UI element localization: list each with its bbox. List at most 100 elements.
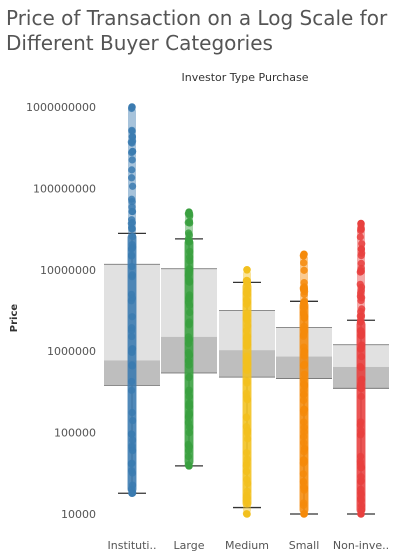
- data-point-max: [243, 266, 251, 274]
- data-point: [243, 487, 251, 495]
- data-point: [186, 247, 194, 256]
- data-point: [127, 460, 135, 468]
- x-category-label: Medium: [225, 539, 269, 552]
- data-point: [243, 429, 251, 437]
- data-point-max: [128, 103, 136, 111]
- data-point: [128, 262, 136, 271]
- data-point: [299, 362, 308, 370]
- data-point: [299, 456, 308, 464]
- data-point: [185, 373, 193, 382]
- data-point: [300, 279, 308, 287]
- y-tick-label: 100000: [54, 427, 96, 440]
- data-point: [357, 418, 365, 426]
- data-point: [186, 402, 194, 411]
- data-point: [300, 259, 308, 267]
- data-point: [357, 330, 365, 338]
- data-point: [186, 257, 194, 265]
- data-point: [184, 357, 192, 365]
- data-point: [185, 231, 193, 239]
- x-category-label: Non-inve..: [333, 539, 389, 552]
- data-point: [356, 318, 365, 326]
- data-point-min: [357, 510, 365, 518]
- data-point: [129, 416, 137, 425]
- data-point-min: [243, 510, 251, 518]
- chart-title: Price of Transaction on a Log Scale for …: [6, 6, 388, 55]
- y-tick-label: 100000000: [33, 182, 96, 195]
- data-point: [356, 362, 364, 371]
- data-point: [127, 386, 136, 394]
- data-point: [185, 336, 193, 344]
- data-point: [300, 266, 308, 274]
- data-point: [300, 405, 308, 413]
- data-point: [185, 429, 193, 437]
- data-point: [299, 470, 307, 478]
- data-point: [185, 351, 193, 359]
- data-point: [357, 490, 365, 499]
- data-point: [357, 312, 366, 320]
- data-point: [128, 156, 136, 164]
- data-point: [128, 332, 136, 341]
- data-point: [243, 276, 251, 285]
- data-point-min: [128, 489, 136, 498]
- data-point: [184, 452, 193, 461]
- data-point: [244, 360, 252, 368]
- data-point: [300, 483, 308, 491]
- data-point: [243, 455, 251, 463]
- data-point-min: [185, 462, 193, 470]
- data-point: [129, 481, 137, 489]
- data-point: [129, 447, 137, 455]
- data-point: [128, 469, 137, 477]
- data-point: [184, 419, 192, 427]
- data-point: [184, 446, 193, 454]
- data-point: [357, 426, 365, 435]
- data-point: [356, 292, 364, 300]
- data-point: [300, 322, 308, 330]
- data-point: [243, 336, 251, 344]
- data-point: [185, 277, 194, 285]
- data-point: [356, 268, 364, 276]
- data-point: [128, 361, 136, 370]
- data-point: [356, 460, 365, 468]
- data-point: [127, 251, 136, 259]
- y-tick-label: 1000000: [47, 345, 96, 358]
- data-point: [129, 243, 137, 251]
- data-point: [128, 139, 136, 147]
- data-point: [300, 382, 309, 390]
- data-point: [128, 203, 136, 211]
- data-point: [356, 280, 364, 288]
- data-point: [300, 448, 308, 456]
- data-point: [128, 408, 136, 417]
- data-point: [300, 439, 308, 447]
- data-point: [129, 233, 137, 241]
- data-point: [242, 300, 251, 309]
- data-point: [128, 182, 137, 190]
- data-point: [357, 245, 365, 253]
- data-point: [300, 348, 308, 356]
- data-point: [357, 344, 365, 352]
- data-point-max: [357, 219, 365, 228]
- data-point: [357, 473, 365, 481]
- data-point: [186, 219, 194, 227]
- data-point: [129, 436, 137, 444]
- data-point: [242, 314, 251, 322]
- data-point: [357, 251, 365, 260]
- data-point-min: [300, 510, 308, 518]
- data-point: [300, 299, 308, 307]
- data-point: [185, 393, 193, 401]
- data-point: [300, 288, 309, 296]
- data-point: [185, 318, 193, 326]
- data-point: [128, 345, 137, 353]
- data-point: [128, 271, 136, 279]
- data-point: [186, 308, 194, 316]
- data-point: [300, 314, 309, 322]
- x-category-label: Large: [174, 539, 205, 552]
- data-point-max: [185, 208, 193, 217]
- data-point: [243, 352, 251, 360]
- data-point: [242, 413, 250, 421]
- data-point: [127, 377, 136, 386]
- x-category-label: Instituti..: [108, 539, 157, 552]
- data-point: [128, 126, 136, 134]
- data-point: [185, 237, 193, 245]
- data-point: [242, 449, 251, 457]
- data-point: [242, 461, 250, 470]
